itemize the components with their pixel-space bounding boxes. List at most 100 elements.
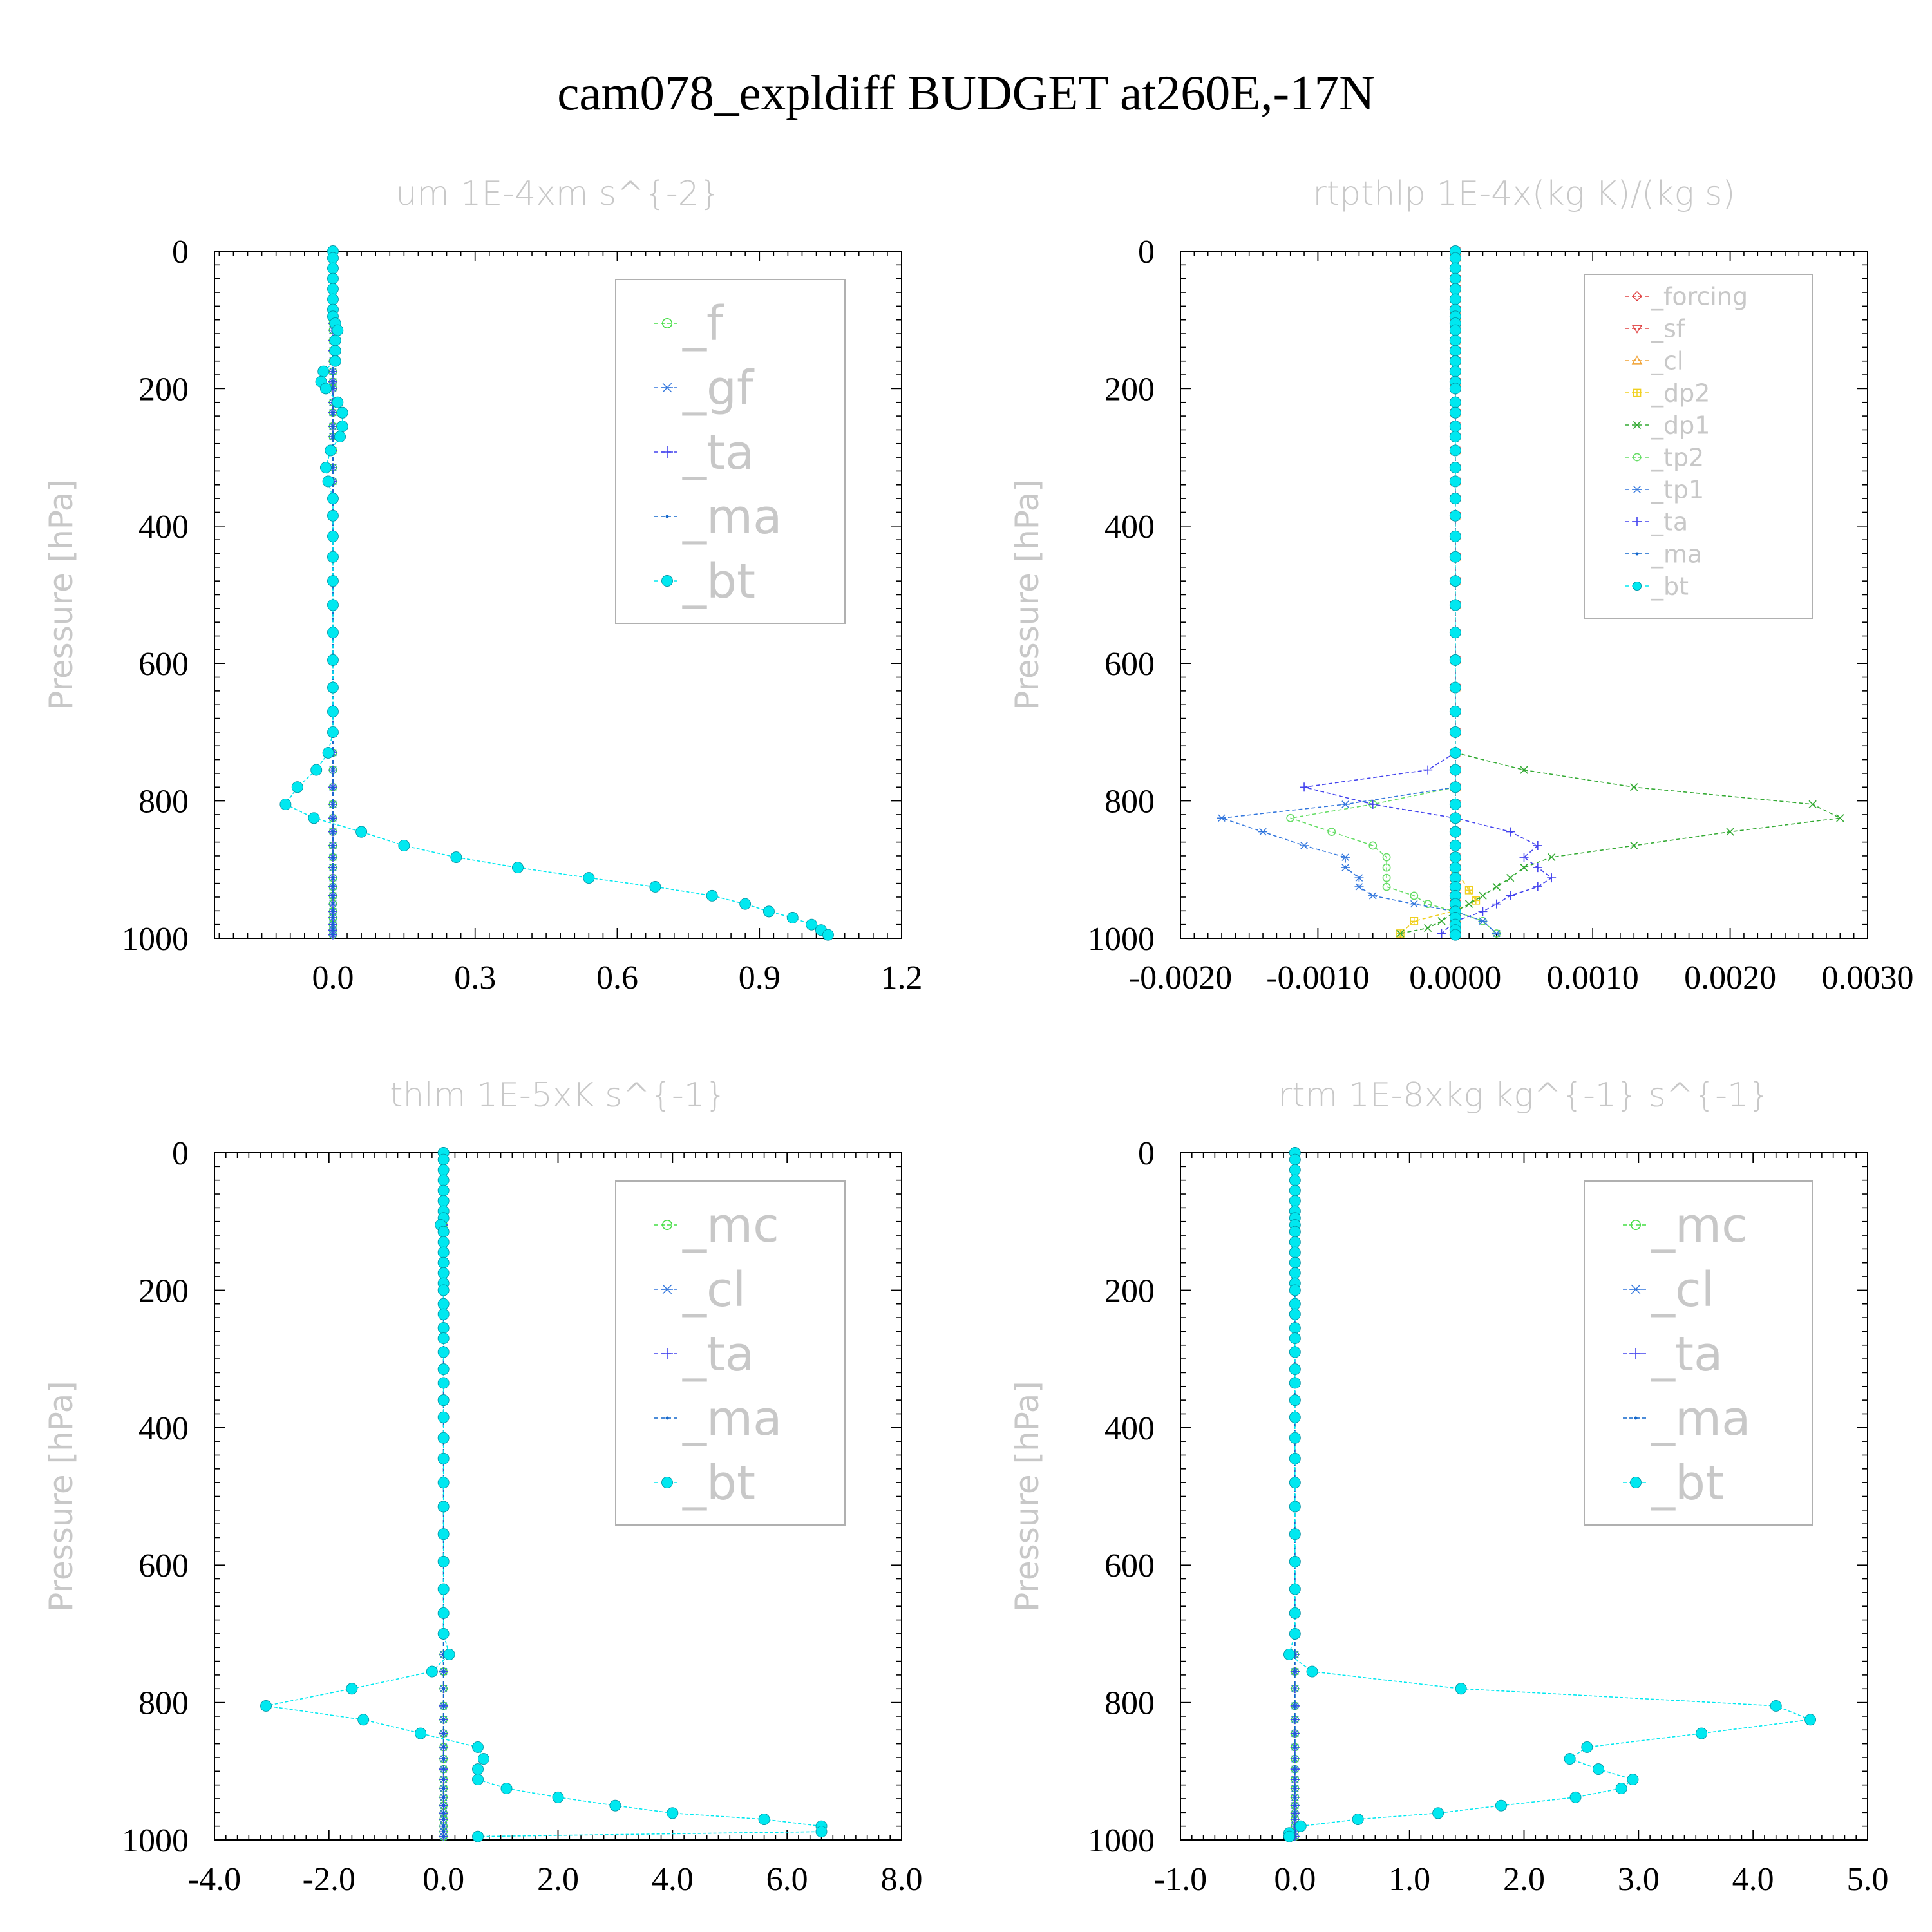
- marker: [1449, 383, 1461, 395]
- x-tick-label: 5.0: [1847, 1861, 1889, 1898]
- y-tick-label: 1000: [1088, 1823, 1155, 1859]
- legend-label: _ta: [1651, 1327, 1723, 1382]
- marker: [1449, 283, 1461, 295]
- marker: [1631, 1220, 1642, 1231]
- marker: [346, 1683, 358, 1695]
- plot-frame: [1180, 251, 1868, 939]
- legend-item-cl: _cl: [1623, 1262, 1714, 1318]
- marker: [437, 1332, 450, 1345]
- marker: [649, 881, 661, 893]
- x-tick-label: -0.0020: [1129, 960, 1232, 996]
- marker: [1631, 325, 1643, 334]
- x-tick-label: -4.0: [188, 1861, 241, 1898]
- marker: [437, 1153, 450, 1166]
- x-tick-label: 4.0: [652, 1861, 694, 1898]
- legend-item-tp1: _tp1: [1625, 475, 1704, 504]
- x-tick-label: 0.0010: [1547, 960, 1639, 996]
- y-tick-label: 0: [172, 234, 189, 270]
- legend-item-f: _f: [654, 296, 724, 352]
- marker: [331, 768, 335, 772]
- marker: [1294, 1820, 1307, 1832]
- y-tick-label: 200: [1104, 371, 1155, 408]
- marker: [331, 830, 335, 834]
- marker: [327, 530, 339, 542]
- marker: [331, 411, 335, 415]
- legend-label: _ta: [1651, 507, 1688, 536]
- marker: [1289, 1174, 1301, 1186]
- legend-box: [1584, 1180, 1813, 1526]
- marker: [1449, 421, 1461, 433]
- marker: [1630, 1477, 1642, 1488]
- marker: [1354, 874, 1364, 882]
- legend-item-ta: _ta: [1623, 1327, 1723, 1382]
- legend-item-gf: _gf: [654, 361, 755, 416]
- marker: [437, 1627, 450, 1640]
- marker: [1449, 324, 1461, 336]
- marker: [331, 380, 335, 384]
- marker: [1289, 1607, 1301, 1619]
- marker: [442, 1786, 446, 1790]
- marker: [437, 1236, 450, 1248]
- y-axis-label: Pressure [hPa]: [1009, 1381, 1046, 1612]
- legend-label: _cl: [1651, 346, 1683, 375]
- marker: [661, 446, 673, 458]
- marker: [442, 1745, 446, 1749]
- marker: [331, 885, 335, 889]
- marker: [806, 918, 818, 931]
- marker: [1478, 907, 1488, 916]
- y-tick-label: 1000: [122, 1823, 189, 1859]
- marker: [355, 826, 368, 838]
- marker: [437, 1284, 450, 1296]
- marker: [1492, 882, 1501, 891]
- marker: [1449, 826, 1461, 838]
- marker: [327, 654, 339, 666]
- legend-item-sf: _sf: [1625, 314, 1686, 343]
- marker: [357, 1714, 370, 1726]
- marker: [706, 889, 718, 902]
- legend-item-ta: _ta: [654, 1327, 754, 1382]
- x-tick-label: 0.0: [422, 1861, 464, 1898]
- marker: [1432, 1807, 1444, 1819]
- legend-label: _cl: [1651, 1262, 1714, 1318]
- marker: [763, 905, 775, 918]
- legend-label: _ma: [682, 489, 782, 545]
- marker: [1306, 1665, 1318, 1678]
- marker: [327, 252, 339, 264]
- marker: [1382, 853, 1391, 862]
- marker: [322, 475, 334, 488]
- marker: [1300, 842, 1309, 849]
- marker: [398, 840, 410, 851]
- marker: [1293, 1718, 1297, 1721]
- marker: [1293, 1687, 1297, 1690]
- marker: [1630, 783, 1638, 791]
- marker: [1437, 917, 1446, 925]
- marker: [331, 816, 335, 820]
- marker: [1449, 599, 1461, 611]
- marker: [327, 599, 339, 611]
- legend-label: _dp2: [1651, 379, 1710, 407]
- marker: [661, 1477, 673, 1488]
- legend-box: [615, 1180, 846, 1526]
- marker: [437, 1607, 450, 1619]
- marker: [442, 1687, 446, 1690]
- marker: [331, 909, 335, 913]
- marker: [327, 493, 339, 505]
- marker: [1478, 917, 1488, 925]
- x-tick-label: 8.0: [881, 1861, 923, 1898]
- marker: [1449, 746, 1461, 759]
- marker: [437, 1195, 450, 1207]
- marker: [1449, 444, 1461, 457]
- marker: [1283, 1830, 1295, 1842]
- marker: [1341, 800, 1350, 808]
- marker: [1449, 551, 1461, 563]
- marker: [1293, 1777, 1297, 1781]
- legend-label: _ma: [1651, 1391, 1750, 1446]
- marker: [1289, 1555, 1301, 1567]
- marker: [1449, 530, 1461, 542]
- marker: [1354, 883, 1364, 891]
- x-tick-label: 2.0: [1503, 1861, 1545, 1898]
- marker: [1289, 1236, 1301, 1248]
- y-tick-label: 1000: [1088, 921, 1155, 958]
- marker: [1327, 828, 1336, 837]
